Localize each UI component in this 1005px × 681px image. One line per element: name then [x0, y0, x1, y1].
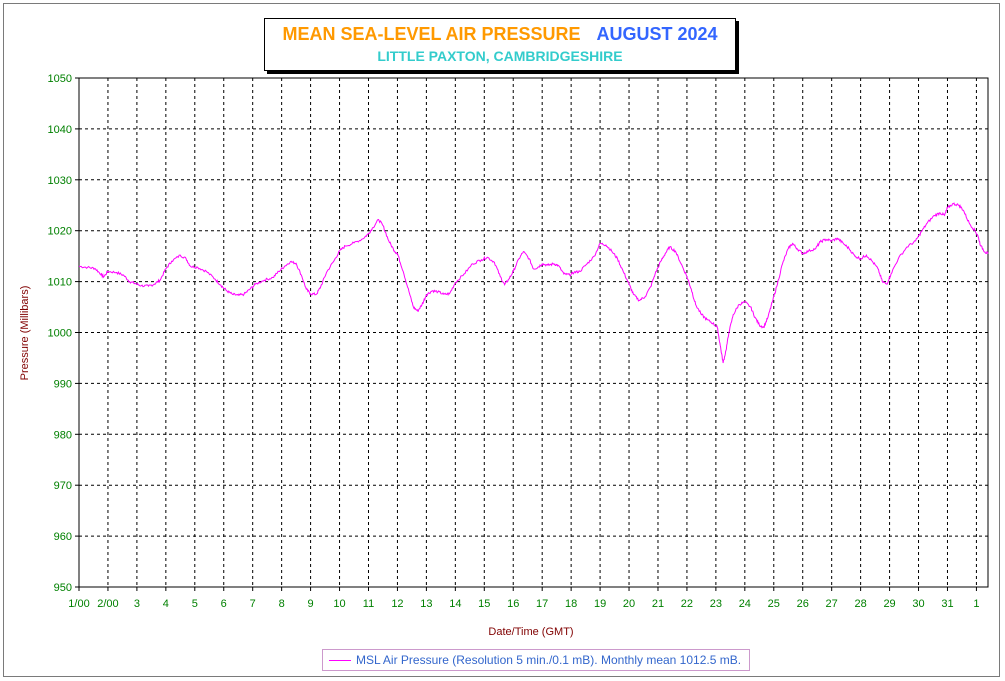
x-tick-label: 4 [163, 598, 169, 610]
x-tick-label: 13 [420, 598, 432, 610]
legend: MSL Air Pressure (Resolution 5 min./0.1 … [322, 649, 750, 671]
x-axis-label: Date/Time (GMT) [488, 626, 573, 638]
y-tick-label: 950 [54, 582, 72, 594]
x-tick-label: 1/00 [68, 598, 89, 610]
x-tick-label: 26 [797, 598, 809, 610]
title-main: MEAN SEA-LEVEL AIR PRESSURE [282, 24, 581, 44]
chart-title-box: MEAN SEA-LEVEL AIR PRESSURE AUGUST 2024 L… [264, 18, 736, 71]
plot-area [78, 77, 989, 588]
x-tick-label: 30 [912, 598, 924, 610]
y-tick-label: 990 [54, 378, 72, 390]
x-tick-label: 7 [250, 598, 256, 610]
x-tick-label: 1 [973, 598, 979, 610]
x-tick-label: 21 [652, 598, 664, 610]
y-tick-label: 980 [54, 429, 72, 441]
y-tick-label: 1000 [48, 328, 72, 340]
x-tick-label: 9 [308, 598, 314, 610]
y-tick-label: 970 [54, 480, 72, 492]
y-axis-label: Pressure (Millibars) [19, 286, 31, 381]
title-month: AUGUST 2024 [596, 24, 718, 44]
y-axis-ticks: 950 960 970 980 990 1000 1010 1020 1030 1040 1050 [48, 73, 79, 594]
x-tick-label: 24 [739, 598, 751, 610]
x-tick-label: 22 [681, 598, 693, 610]
x-tick-label: 18 [565, 598, 577, 610]
x-tick-label: 23 [710, 598, 722, 610]
x-tick-label: 2/00 [97, 598, 118, 610]
y-tick-label: 960 [54, 531, 72, 543]
y-tick-label: 1050 [48, 73, 72, 85]
x-tick-label: 12 [391, 598, 403, 610]
x-tick-label: 5 [192, 598, 198, 610]
chart-frame [3, 3, 1000, 677]
x-tick-label: 28 [854, 598, 866, 610]
x-tick-label: 10 [333, 598, 345, 610]
y-tick-label: 1020 [48, 226, 72, 238]
x-tick-label: 3 [134, 598, 140, 610]
msl-pressure-line [78, 202, 989, 364]
x-tick-label: 8 [279, 598, 285, 610]
legend-label: MSL Air Pressure (Resolution 5 min./0.1 … [356, 653, 742, 667]
y-tick-label: 1040 [48, 124, 72, 136]
x-tick-label: 20 [623, 598, 635, 610]
grid [79, 78, 988, 587]
x-axis-ticks: 1/00 2/00 3 4 5 6 7 8 9 10 11 12 13 14 15 16 17 18 19 20 21 2… [68, 587, 979, 610]
x-tick-label: 17 [536, 598, 548, 610]
chart-subtitle: LITTLE PAXTON, CAMBRIDGESHIRE [377, 48, 623, 64]
x-tick-label: 14 [449, 598, 461, 610]
x-tick-label: 16 [507, 598, 519, 610]
x-tick-label: 31 [941, 598, 953, 610]
y-tick-label: 1030 [48, 175, 72, 187]
x-tick-label: 27 [826, 598, 838, 610]
x-tick-label: 25 [768, 598, 780, 610]
chart-title: MEAN SEA-LEVEL AIR PRESSURE AUGUST 2024 [265, 24, 735, 45]
x-tick-label: 19 [594, 598, 606, 610]
x-tick-label: 29 [883, 598, 895, 610]
x-tick-label: 6 [221, 598, 227, 610]
legend-line-swatch [329, 659, 351, 661]
x-tick-label: 15 [478, 598, 490, 610]
y-tick-label: 1010 [48, 277, 72, 289]
x-tick-label: 11 [363, 598, 374, 610]
